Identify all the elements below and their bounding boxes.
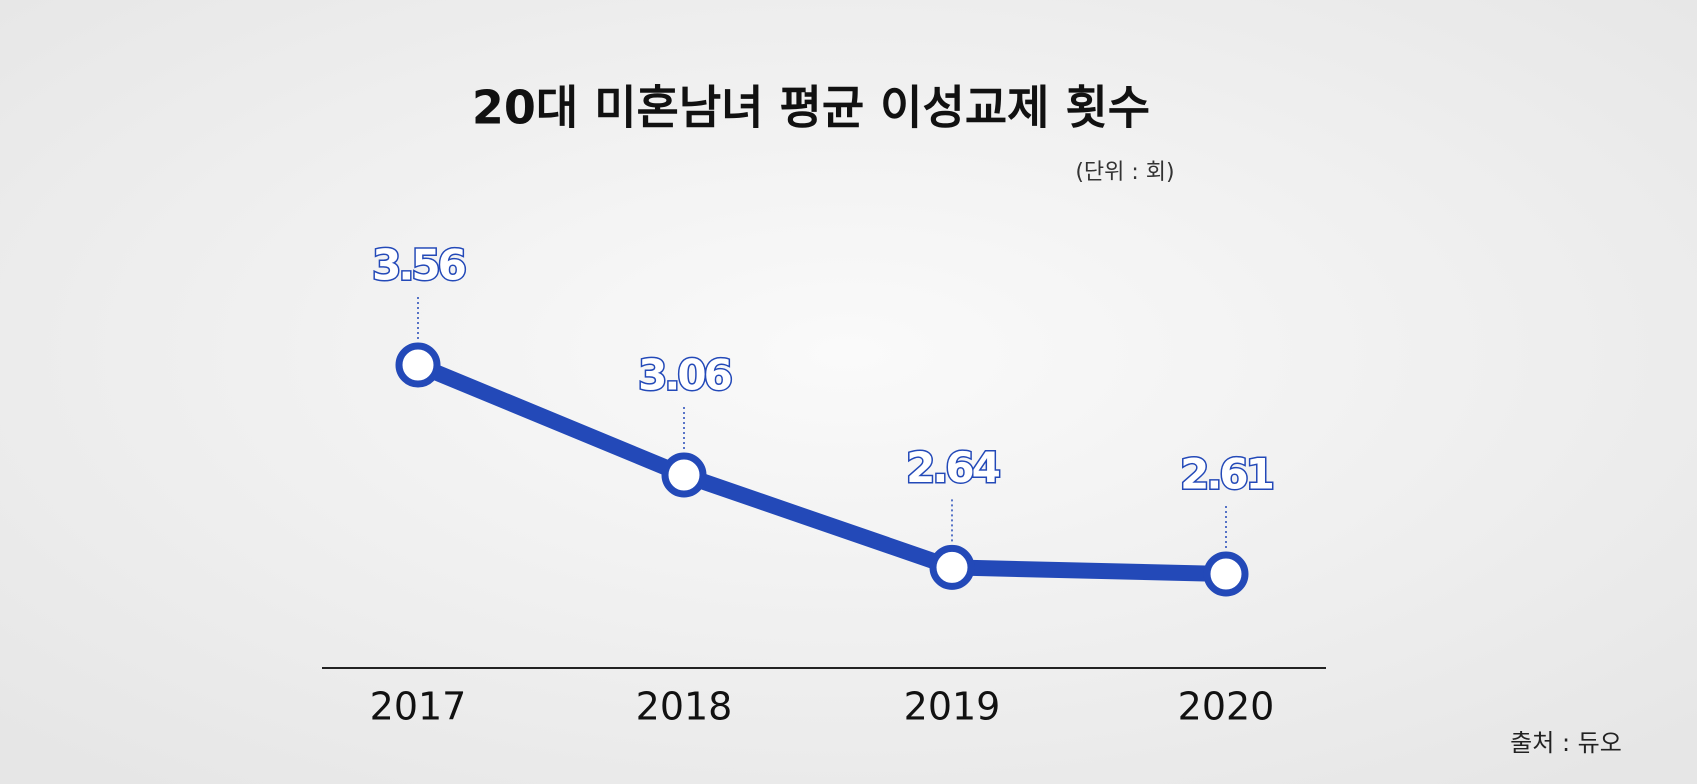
data-label: 3.56 [372, 241, 464, 290]
data-label: 2.61 [1180, 450, 1272, 499]
source-note: 출처 : 듀오 [1510, 729, 1622, 757]
x-tick-label: 2018 [636, 685, 733, 729]
x-tick-label: 2017 [370, 685, 467, 729]
point [1203, 551, 1249, 597]
point [395, 342, 441, 388]
x-tick-label: 2019 [904, 685, 1001, 729]
x-tick-label: 2020 [1178, 685, 1275, 729]
data-label: 2.64 [906, 443, 999, 492]
unit-note: (단위 : 회) [1075, 160, 1174, 185]
data-label: 3.06 [638, 351, 730, 400]
chart-title: 20대 미혼남녀 평균 이성교제 횟수 [472, 81, 1150, 135]
series-line [414, 357, 1227, 582]
point [661, 452, 707, 498]
point [929, 544, 975, 590]
